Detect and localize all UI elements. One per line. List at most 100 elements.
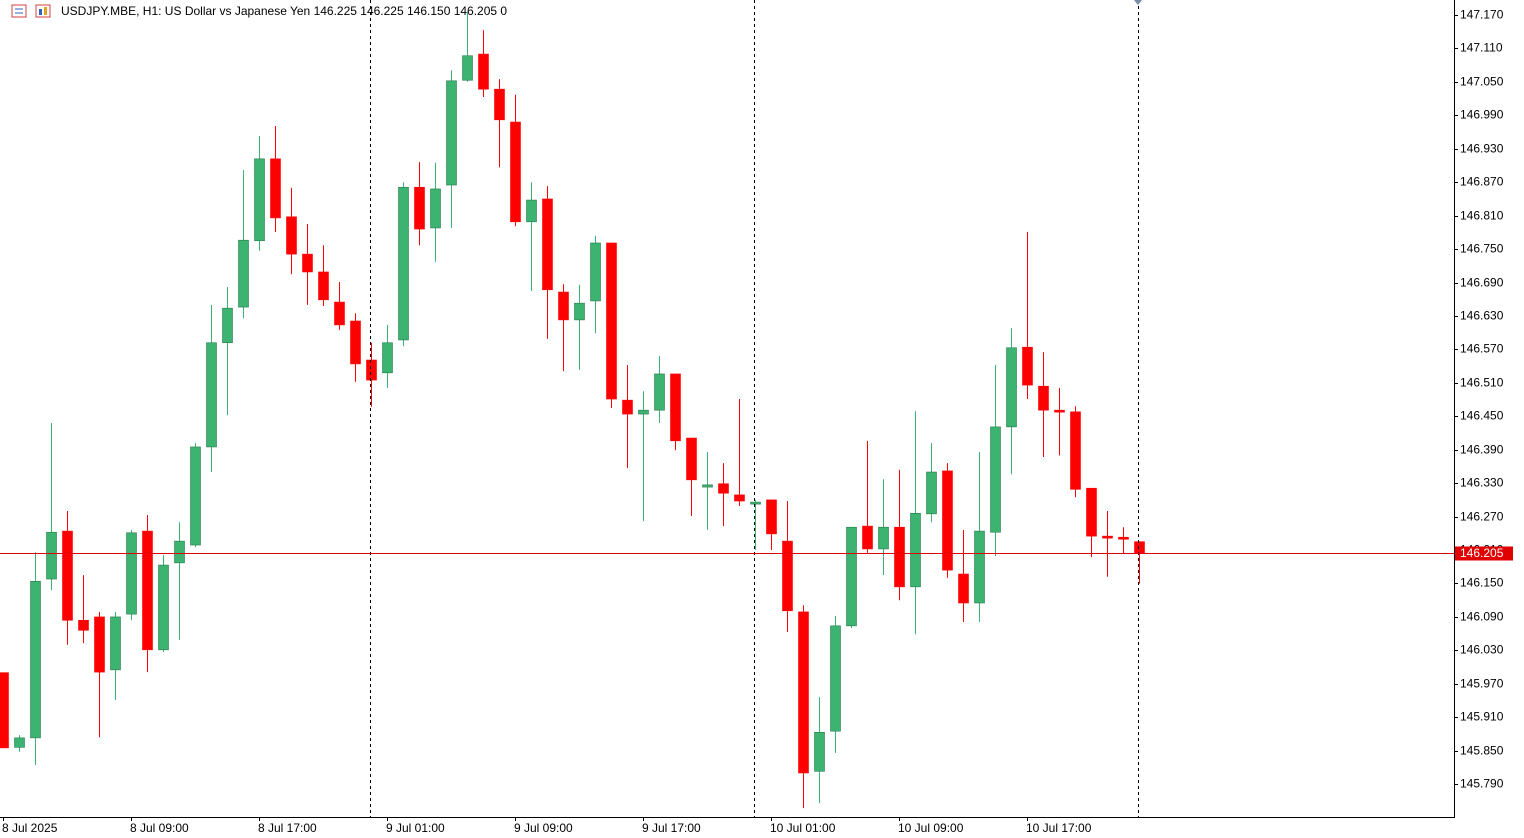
candle-body — [622, 399, 633, 415]
candle-body — [366, 359, 377, 381]
candle-body — [318, 271, 329, 301]
icon-list[interactable] — [11, 4, 27, 18]
candle-body — [606, 242, 617, 400]
candle-body — [382, 342, 393, 374]
x-tick-label: 8 Jul 2025 — [2, 821, 58, 835]
y-tick-label: 146.870 — [1460, 175, 1504, 189]
candle-body — [894, 526, 905, 588]
last-price-box — [1455, 546, 1513, 561]
candle-body — [702, 484, 713, 488]
candle-body — [478, 53, 489, 90]
x-tick-label: 9 Jul 17:00 — [642, 821, 701, 835]
candle-body — [446, 80, 457, 186]
candle-body — [1022, 346, 1033, 386]
candle-body — [750, 501, 761, 505]
candle-body — [0, 672, 9, 749]
candle-body — [910, 512, 921, 588]
candle-body — [1134, 541, 1145, 554]
icon-chart[interactable] — [35, 4, 51, 18]
candle-body — [1038, 385, 1049, 411]
y-tick-label: 146.030 — [1460, 643, 1504, 657]
candle-body — [670, 373, 681, 442]
candle-body — [878, 526, 889, 550]
candle-body — [974, 530, 985, 604]
candle-body — [510, 121, 521, 223]
y-tick-label: 146.570 — [1460, 342, 1504, 356]
x-tick-label: 8 Jul 09:00 — [130, 821, 189, 835]
candle-body — [398, 186, 409, 341]
x-tick-label: 8 Jul 17:00 — [258, 821, 317, 835]
plot-area — [0, 12, 1145, 809]
candle-body — [126, 532, 137, 615]
y-tick-label: 146.090 — [1460, 610, 1504, 624]
y-tick-label: 146.150 — [1460, 576, 1504, 590]
y-tick-label: 145.790 — [1460, 777, 1504, 791]
candle-body — [302, 253, 313, 273]
candle-body — [414, 186, 425, 230]
candle-body — [430, 188, 441, 229]
candle-body — [574, 302, 585, 321]
candle-body — [46, 531, 57, 580]
candle-body — [494, 88, 505, 121]
icon-bar — [39, 9, 42, 15]
y-tick-label: 145.970 — [1460, 677, 1504, 691]
candle-body — [222, 307, 233, 344]
x-tick-label: 10 Jul 01:00 — [770, 821, 836, 835]
shift-marker[interactable] — [1134, 0, 1142, 5]
x-tick-label: 9 Jul 09:00 — [514, 821, 573, 835]
candle-body — [798, 611, 809, 774]
candle-body — [782, 540, 793, 612]
header-icons — [11, 4, 51, 18]
candle-body — [1070, 411, 1081, 490]
candle-body — [814, 731, 825, 772]
y-tick-label: 145.850 — [1460, 744, 1504, 758]
candle-body — [990, 426, 1001, 533]
y-tick-label: 146.510 — [1460, 376, 1504, 390]
candle-body — [1102, 535, 1113, 539]
candle-body — [638, 409, 649, 415]
candle-body — [142, 530, 153, 651]
candle-body — [190, 446, 201, 546]
candle-body — [62, 530, 73, 621]
y-tick-label: 146.990 — [1460, 108, 1504, 122]
candle-body — [350, 320, 361, 365]
candle-body — [254, 158, 265, 242]
candle-body — [334, 301, 345, 326]
candle-body — [174, 540, 185, 564]
candle-body — [734, 494, 745, 502]
x-tick-label: 10 Jul 17:00 — [1026, 821, 1092, 835]
candle-body — [686, 437, 697, 481]
y-tick-label: 146.270 — [1460, 510, 1504, 524]
y-tick-label: 146.450 — [1460, 409, 1504, 423]
candle-body — [30, 580, 41, 739]
y-tick-label: 146.690 — [1460, 276, 1504, 290]
candle-body — [558, 291, 569, 321]
candle-body — [718, 483, 729, 494]
candle-body — [942, 470, 953, 571]
icon-bar — [44, 7, 47, 15]
candle-body — [158, 564, 169, 651]
candle-body — [14, 737, 25, 748]
candle-body — [766, 499, 777, 535]
x-tick-label: 10 Jul 09:00 — [898, 821, 964, 835]
last-price-label: 146.205 — [1460, 546, 1504, 560]
candle-body — [590, 242, 601, 302]
candle-body — [1118, 536, 1129, 540]
candle-body — [926, 471, 937, 515]
candle-body — [526, 199, 537, 223]
candle-body — [270, 158, 281, 219]
y-tick-label: 145.910 — [1460, 710, 1504, 724]
candle-body — [654, 373, 665, 411]
candle-body — [1006, 347, 1017, 428]
candle-body — [862, 525, 873, 550]
candle-body — [830, 625, 841, 732]
y-tick-label: 146.750 — [1460, 242, 1504, 256]
candle-body — [78, 619, 89, 631]
chart-title: USDJPY.MBE, H1: US Dollar vs Japanese Ye… — [61, 4, 507, 18]
candle-body — [110, 616, 121, 671]
y-tick-label: 147.110 — [1460, 41, 1503, 55]
y-tick-label: 146.630 — [1460, 309, 1504, 323]
candle-body — [1086, 487, 1097, 537]
